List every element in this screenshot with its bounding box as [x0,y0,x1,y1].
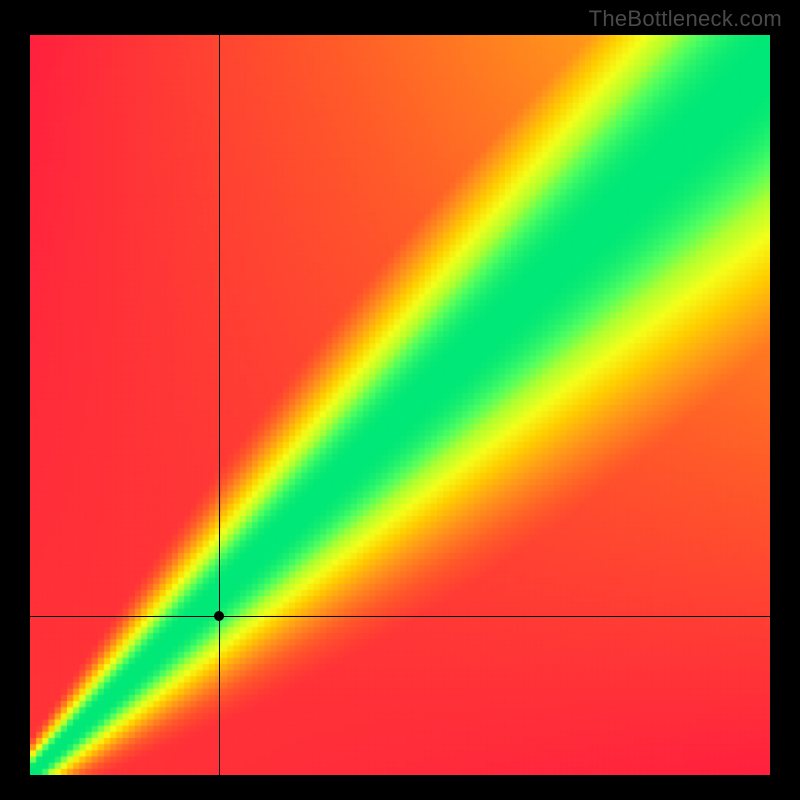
heatmap-canvas [30,35,770,775]
bottleneck-heatmap-chart [30,35,770,775]
watermark-text: TheBottleneck.com [589,6,782,32]
